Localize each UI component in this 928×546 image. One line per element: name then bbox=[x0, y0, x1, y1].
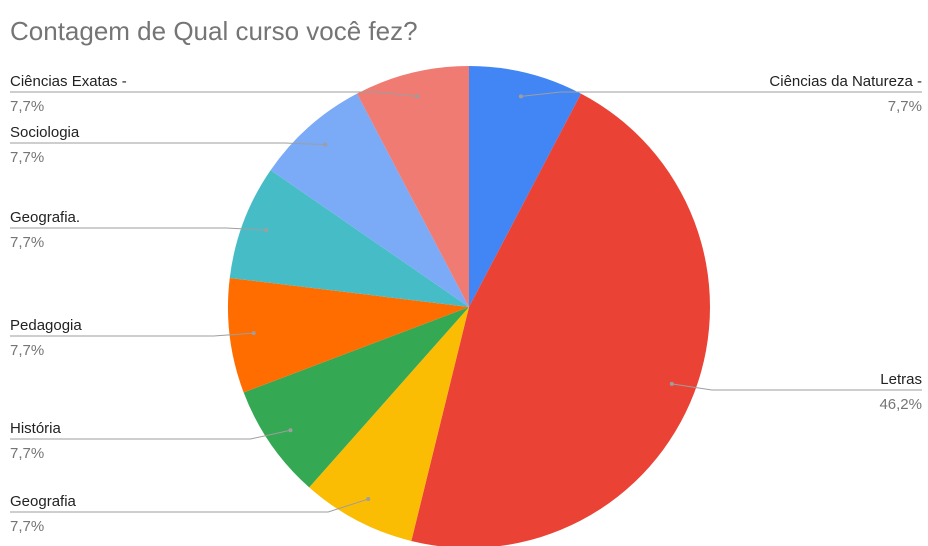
leader-line bbox=[10, 498, 369, 513]
leader-dot bbox=[415, 94, 420, 99]
leader-dot bbox=[288, 428, 293, 433]
slice-label: Ciências Exatas - bbox=[10, 73, 127, 90]
slice-label: História bbox=[10, 420, 62, 437]
leader-dot bbox=[323, 142, 328, 147]
pie-slice bbox=[309, 307, 469, 541]
slice-value-label: 7,7% bbox=[10, 518, 44, 535]
chart-title: Contagem de Qual curso você fez? bbox=[10, 16, 418, 46]
pie-slice bbox=[227, 277, 469, 393]
slice-label: Sociologia bbox=[10, 124, 80, 141]
slice-value-label: 46,2% bbox=[879, 396, 922, 413]
pie-slice bbox=[243, 307, 469, 488]
slice-label: Geografia bbox=[10, 493, 77, 510]
leader-line bbox=[10, 429, 291, 440]
leader-dot bbox=[669, 381, 674, 386]
slice-value-label: 7,7% bbox=[10, 234, 44, 251]
leader-line bbox=[10, 91, 418, 97]
pie-slice bbox=[270, 93, 469, 307]
slice-label: Geografia. bbox=[10, 209, 80, 226]
leader-dot bbox=[251, 331, 256, 336]
pie-slice bbox=[469, 66, 581, 307]
slice-value-label: 7,7% bbox=[10, 98, 44, 115]
leader-line bbox=[10, 142, 326, 146]
slice-value-label: 7,7% bbox=[888, 98, 922, 115]
leader-line bbox=[10, 227, 267, 231]
pie-slice bbox=[357, 66, 469, 307]
slice-value-label: 7,7% bbox=[10, 445, 44, 462]
leader-line bbox=[10, 332, 254, 337]
leader-line bbox=[671, 383, 922, 391]
pie-slice bbox=[229, 170, 469, 307]
slice-value-label: 7,7% bbox=[10, 342, 44, 359]
slice-label: Ciências da Natureza - bbox=[769, 73, 922, 90]
leader-dot bbox=[518, 94, 523, 99]
slice-value-label: 7,7% bbox=[10, 149, 44, 166]
leader-line bbox=[520, 91, 922, 97]
pie-slice bbox=[411, 93, 710, 546]
slice-label: Letras bbox=[880, 371, 922, 388]
leader-dot bbox=[366, 497, 371, 502]
slice-label: Pedagogia bbox=[10, 317, 82, 334]
leader-dot bbox=[264, 228, 269, 233]
